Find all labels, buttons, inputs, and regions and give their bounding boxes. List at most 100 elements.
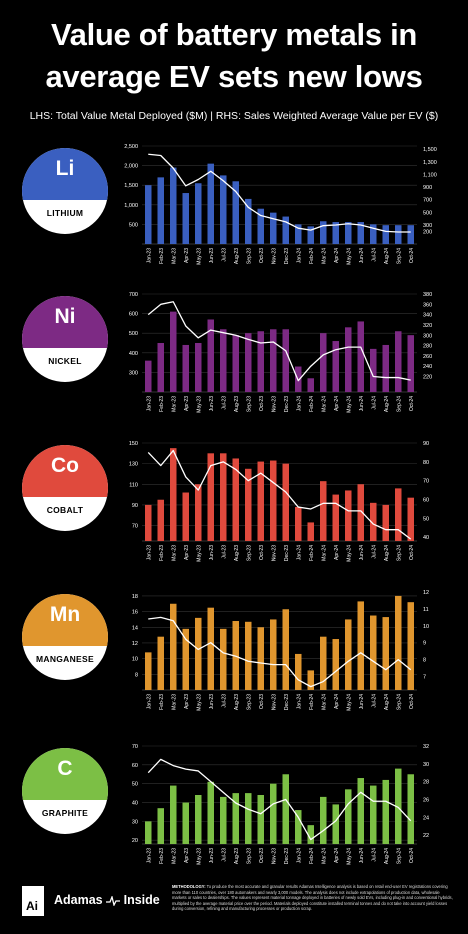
x-tick-label: Apr-24 <box>334 396 340 411</box>
panel-lithium: Li LITHIUM 500 1,000 1,500 2,000 2,500 200 300 50… <box>0 140 468 305</box>
right-tick-label: 40 <box>423 535 429 541</box>
bar-cobalt-Oct-24 <box>407 497 414 541</box>
x-tick-label: Apr-23 <box>184 396 190 411</box>
right-tick-label: 90 <box>423 441 429 447</box>
lithium-name: LITHIUM <box>46 208 84 218</box>
line-graphite-avg-value-per-ev <box>147 758 412 841</box>
x-tick-label: Aug-24 <box>384 848 390 864</box>
bar-nickel-Apr-23 <box>182 344 189 392</box>
left-tick-label: 110 <box>129 482 138 488</box>
bar-lithium-Apr-24 <box>332 222 339 244</box>
x-tick-label: Mar-24 <box>321 848 327 864</box>
bar-graphite-Jan-24 <box>295 810 302 844</box>
x-tick-label: Sep-24 <box>396 848 402 864</box>
bar-nickel-Sep-24 <box>395 331 402 392</box>
bar-nickel-May-23 <box>195 343 202 392</box>
x-tick-label: Mar-24 <box>321 248 327 264</box>
x-tick-label: Jun-23 <box>209 545 215 561</box>
bar-manganese-Dec-23 <box>282 609 289 690</box>
bar-manganese-Sep-24 <box>395 595 402 690</box>
bar-manganese-Jun-23 <box>207 607 214 690</box>
cobalt-badge-fill <box>22 445 108 497</box>
left-tick-label: 150 <box>129 441 138 447</box>
left-tick-label: 14 <box>132 625 138 631</box>
x-tick-label: Jan-23 <box>146 848 152 864</box>
x-tick-label: May-24 <box>346 248 352 265</box>
x-tick-label: Oct-23 <box>259 545 265 560</box>
x-tick-label: Oct-23 <box>259 848 265 863</box>
left-tick-label: 300 <box>129 370 138 376</box>
bar-manganese-Nov-23 <box>270 619 277 690</box>
bar-nickel-May-24 <box>345 327 352 392</box>
bar-manganese-Jun-24 <box>357 601 364 690</box>
bar-lithium-Sep-24 <box>395 225 402 244</box>
x-tick-label: May-24 <box>346 396 352 413</box>
x-tick-label: Jun-24 <box>359 848 365 864</box>
page-title: Value of battery metals in average EV se… <box>0 14 468 98</box>
title-line-2: average EV sets new lows <box>45 59 423 94</box>
x-tick-label: Aug-23 <box>234 396 240 412</box>
cobalt-badge: Co COBALT <box>22 445 108 531</box>
bar-graphite-Aug-24 <box>382 779 389 844</box>
bar-nickel-Mar-24 <box>320 333 327 392</box>
right-tick-label: 60 <box>423 498 429 504</box>
x-tick-label: Aug-23 <box>234 248 240 264</box>
bar-manganese-Oct-23 <box>257 627 264 690</box>
right-tick-label: 1,300 <box>423 160 437 166</box>
bar-lithium-Aug-24 <box>382 225 389 244</box>
left-tick-label: 500 <box>129 331 138 337</box>
bar-cobalt-Aug-24 <box>382 504 389 541</box>
cobalt-chart: 70 90 110 130 150 40 50 60 70 80 90 Jan-23 Feb-23 Mar… <box>129 441 429 562</box>
bar-lithium-Oct-23 <box>257 208 264 244</box>
left-tick-label: 30 <box>132 819 138 825</box>
bar-graphite-Jul-23 <box>220 796 227 844</box>
right-tick-label: 11 <box>423 607 429 613</box>
bar-manganese-Jul-24 <box>370 615 377 690</box>
brand-name: Adamas Inside <box>54 893 160 907</box>
bar-manganese-Mar-24 <box>320 636 327 690</box>
x-tick-label: Apr-24 <box>334 248 340 263</box>
x-tick-label: Apr-24 <box>334 848 340 863</box>
bar-graphite-Feb-23 <box>157 808 164 844</box>
x-tick-label: Jan-24 <box>296 848 302 864</box>
right-tick-label: 50 <box>423 516 429 522</box>
bar-cobalt-May-23 <box>195 484 202 541</box>
bar-cobalt-May-24 <box>345 490 352 541</box>
left-tick-label: 90 <box>132 503 138 509</box>
x-tick-label: Mar-23 <box>171 396 177 412</box>
lithium-badge-fill <box>22 148 108 200</box>
bar-cobalt-Sep-23 <box>245 468 252 541</box>
line-nickel-avg-value-per-ev <box>147 301 411 382</box>
graphite-name: GRAPHITE <box>41 808 89 818</box>
x-tick-label: Sep-24 <box>396 396 402 412</box>
bar-cobalt-Jul-24 <box>370 502 377 541</box>
methodology-note: METHODOLOGY: To produce the most accurat… <box>172 884 454 912</box>
x-tick-label: Nov-23 <box>271 848 277 864</box>
bar-nickel-Jun-24 <box>357 321 364 392</box>
bar-lithium-Jul-24 <box>370 224 377 244</box>
x-tick-label: Oct-23 <box>259 396 265 411</box>
methodology-label: METHODOLOGY: <box>172 884 206 889</box>
bar-lithium-Sep-23 <box>245 198 252 244</box>
x-tick-label: Aug-23 <box>234 848 240 864</box>
x-tick-label: Mar-24 <box>321 545 327 561</box>
x-tick-label: Aug-23 <box>234 545 240 561</box>
brand-left: Adamas <box>54 893 103 907</box>
bar-graphite-Oct-24 <box>407 774 414 844</box>
bar-cobalt-Sep-24 <box>395 488 402 541</box>
bar-lithium-May-23 <box>195 183 202 244</box>
left-tick-label: 16 <box>132 610 138 616</box>
x-tick-label: Oct-24 <box>409 694 415 709</box>
bar-manganese-Mar-23 <box>170 603 177 690</box>
x-tick-label: Sep-23 <box>246 248 252 264</box>
x-tick-label: Jul-23 <box>221 248 227 262</box>
x-tick-label: Jul-23 <box>221 694 227 708</box>
right-tick-label: 7 <box>423 674 426 680</box>
x-tick-label: Jan-24 <box>296 396 302 412</box>
bar-graphite-May-24 <box>345 789 352 844</box>
x-tick-label: Oct-24 <box>409 545 415 560</box>
x-tick-label: Oct-24 <box>409 396 415 411</box>
manganese-badge-fill <box>22 594 108 646</box>
x-tick-label: Mar-24 <box>321 694 327 710</box>
